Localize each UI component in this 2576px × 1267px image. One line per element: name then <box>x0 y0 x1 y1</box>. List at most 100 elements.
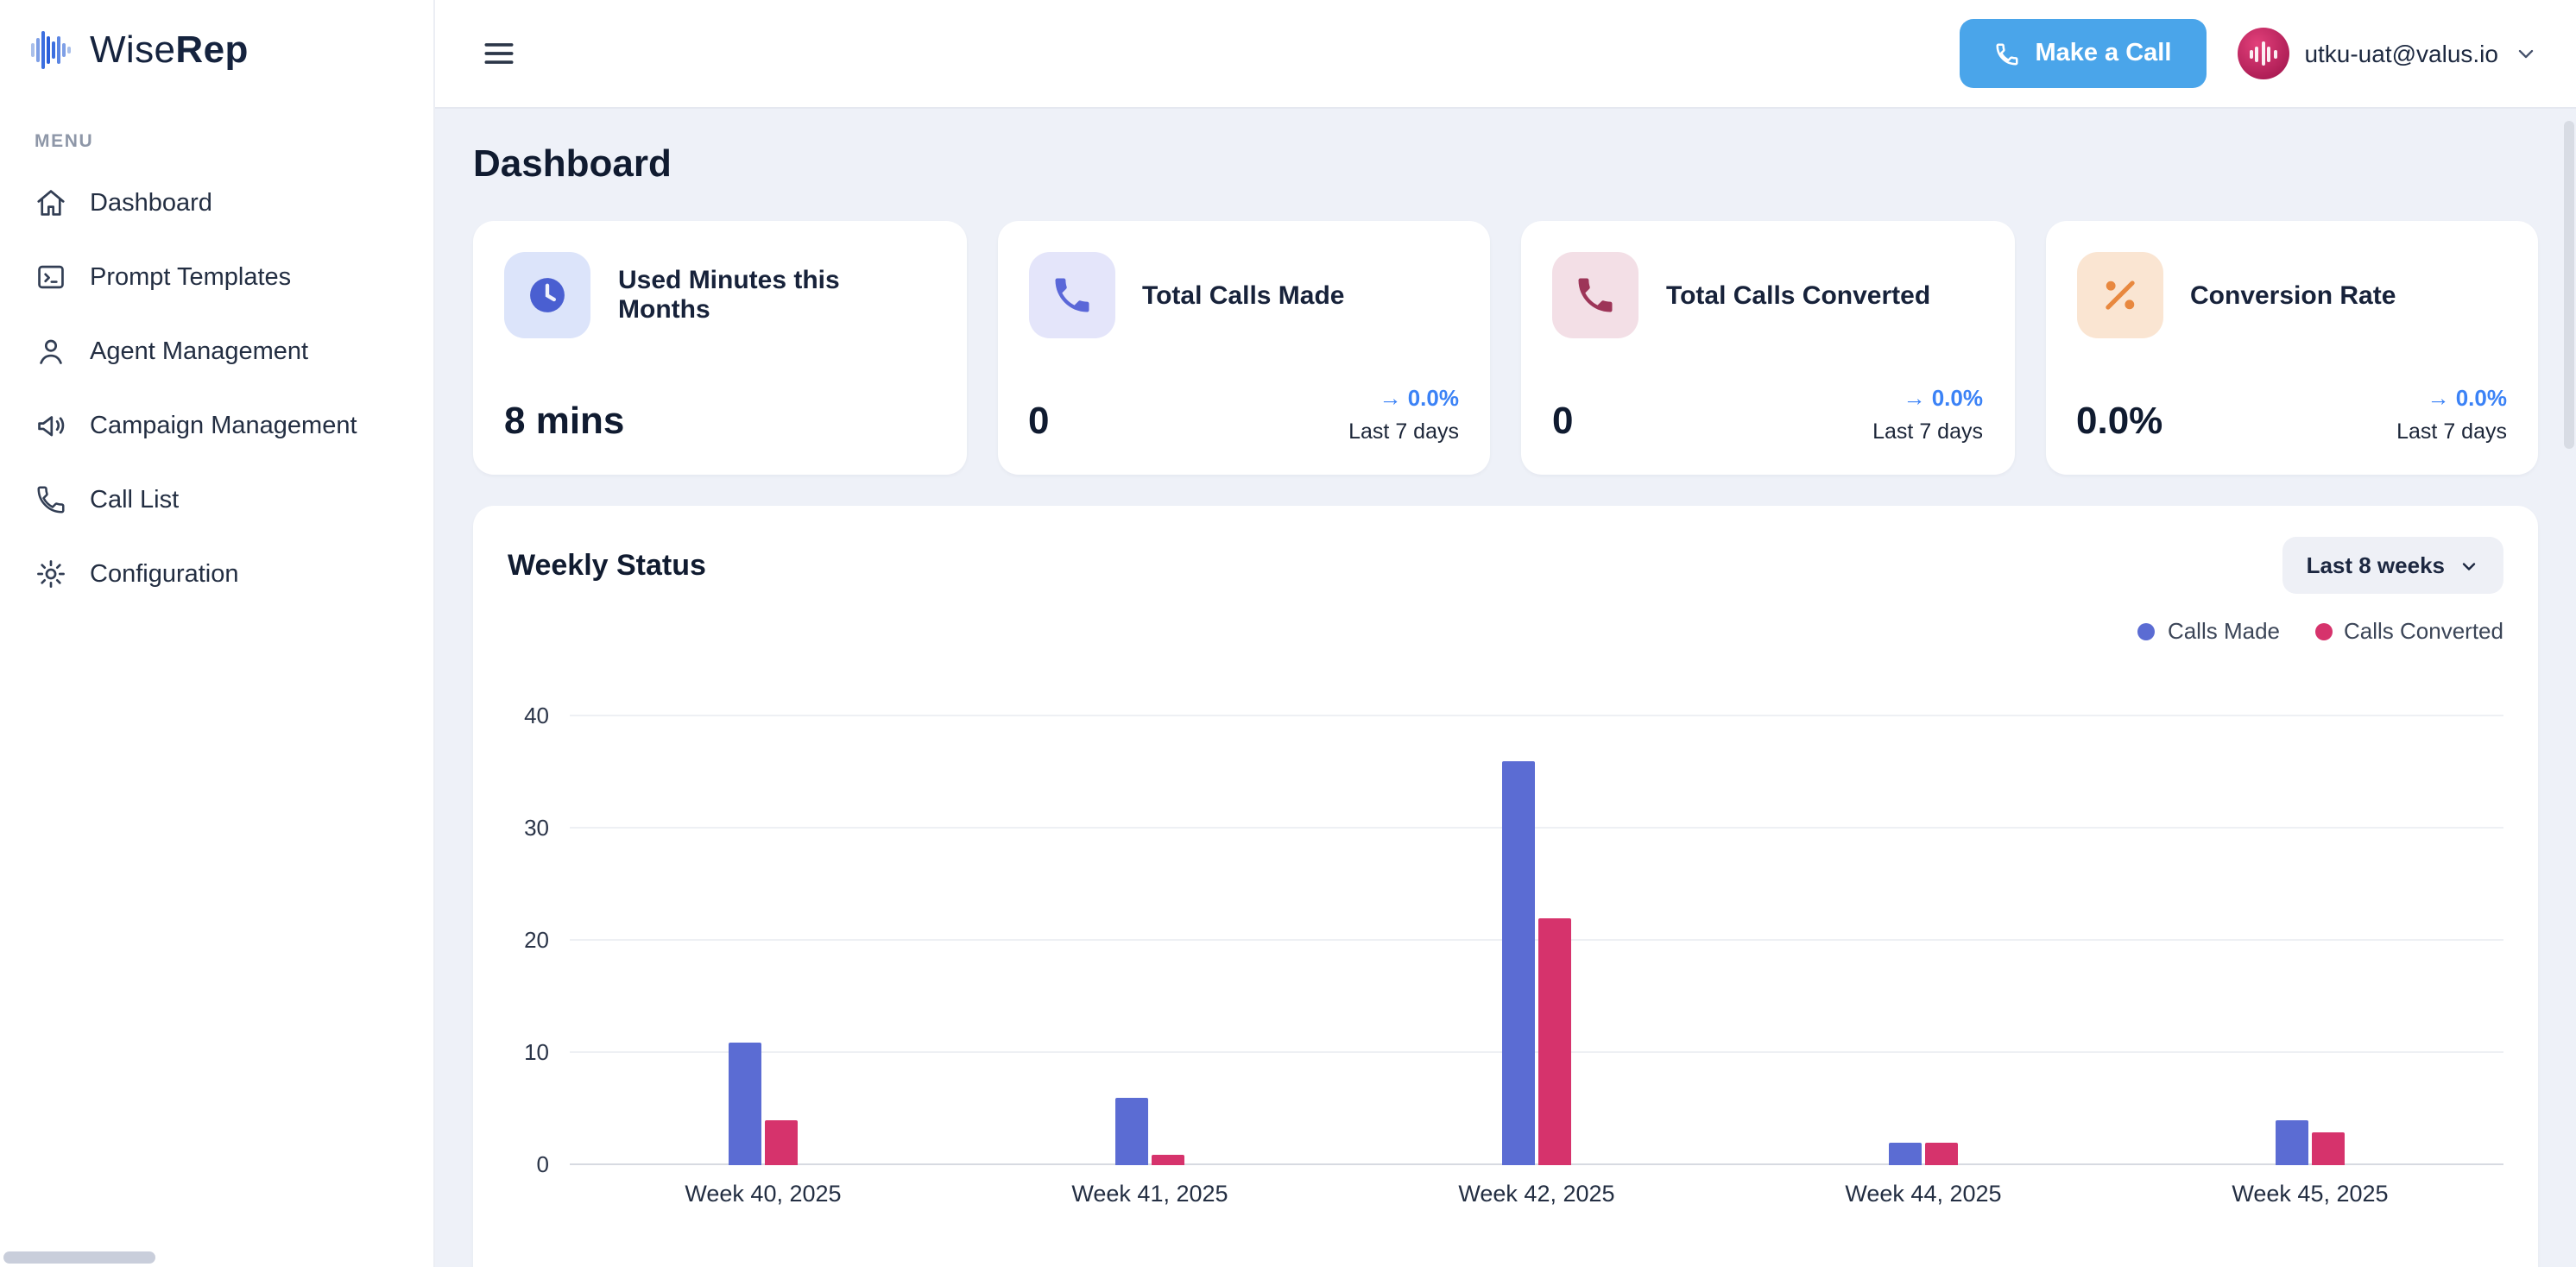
phone-icon <box>1552 252 1638 338</box>
x-axis-label: Week 42, 2025 <box>1458 1181 1615 1207</box>
sidebar-item-prompt-templates[interactable]: Prompt Templates <box>0 240 433 314</box>
make-a-call-label: Make a Call <box>2035 40 2172 67</box>
brand-name-regular: Wise <box>90 28 176 71</box>
bar-calls-made <box>1115 1098 1148 1165</box>
gear-icon <box>35 558 67 590</box>
y-axis-label: 30 <box>524 815 549 841</box>
range-select-button[interactable]: Last 8 weeks <box>2282 537 2503 594</box>
legend-label: Calls Converted <box>2344 618 2503 644</box>
menu-section-label: MENU <box>35 131 94 152</box>
phone-icon <box>35 483 67 516</box>
stat-value: 0.0% <box>2076 399 2163 442</box>
stat-title: Total Calls Converted <box>1666 281 1931 310</box>
chevron-down-icon <box>2514 41 2538 66</box>
legend-item-calls-made[interactable]: Calls Made <box>2137 618 2280 644</box>
trend-caption: Last 7 days <box>2396 419 2507 444</box>
bar-calls-converted <box>1925 1143 1958 1165</box>
bar-calls-converted <box>1152 1154 1184 1165</box>
stat-card-total-calls-made: Total Calls Made 0 → 0.0% Last 7 days <box>997 221 1490 475</box>
x-axis-label: Week 44, 2025 <box>1845 1181 2002 1207</box>
page-title: Dashboard <box>473 142 672 185</box>
bar-group <box>957 716 1343 1165</box>
bar-group <box>1730 716 2117 1165</box>
sidebar-item-agent-management[interactable]: Agent Management <box>0 314 433 388</box>
page-content: Dashboard Used Minutes this Months 8 min… <box>435 107 2576 1267</box>
stats-row: Used Minutes this Months 8 mins <box>473 221 2538 475</box>
stat-card-used-minutes: Used Minutes this Months 8 mins <box>473 221 966 475</box>
bar-group <box>2117 716 2503 1165</box>
brand-logo[interactable]: WiseRep <box>0 0 433 97</box>
bar-calls-made <box>729 1042 761 1165</box>
gridline <box>570 827 2503 829</box>
weekly-status-card: Weekly Status Last 8 weeks Calls Made <box>473 506 2538 1267</box>
legend-item-calls-converted[interactable]: Calls Converted <box>2314 618 2503 644</box>
bar-group <box>570 716 957 1165</box>
template-icon <box>35 261 67 293</box>
horizontal-scrollbar-thumb[interactable] <box>3 1251 155 1264</box>
user-email: utku-uat@valus.io <box>2304 40 2498 67</box>
trend-value: → 0.0% <box>2427 385 2508 411</box>
menu-toggle-button[interactable] <box>473 28 525 79</box>
percent-icon <box>2076 252 2162 338</box>
y-axis-label: 0 <box>536 1151 549 1177</box>
legend-label: Calls Made <box>2167 618 2280 644</box>
trend-value: → 0.0% <box>1379 385 1460 411</box>
bar-group <box>1343 716 1730 1165</box>
stat-value: 8 mins <box>504 399 625 442</box>
y-axis-label: 10 <box>524 1039 549 1065</box>
trend-value: → 0.0% <box>1903 385 1984 411</box>
gridline <box>570 1051 2503 1053</box>
chart-plot <box>570 715 2503 1165</box>
phone-icon <box>1028 252 1114 338</box>
stat-value: 0 <box>1552 399 1574 442</box>
avatar <box>2237 28 2289 79</box>
sidebar-item-label: Prompt Templates <box>90 263 292 291</box>
stat-title: Conversion Rate <box>2190 281 2396 310</box>
sidebar-item-label: Dashboard <box>90 189 212 217</box>
trend-caption: Last 7 days <box>1348 419 1459 444</box>
weekly-status-chart: 0 10 20 30 40 Week 40, 2025 Week 41, 2025 Week… <box>508 703 2503 1207</box>
sidebar-item-call-list[interactable]: Call List <box>0 463 433 537</box>
x-axis-label: Week 45, 2025 <box>2232 1181 2389 1207</box>
brand-name: WiseRep <box>90 28 249 72</box>
x-axis-label: Week 40, 2025 <box>685 1181 842 1207</box>
bar-groups <box>570 716 2503 1165</box>
bar-calls-made <box>1502 761 1535 1165</box>
stat-title: Used Minutes this Months <box>618 266 840 325</box>
main-area: Make a Call utku-uat@valus.io Dashboard <box>435 0 2576 1267</box>
x-axis-baseline <box>570 1163 2503 1165</box>
vertical-scrollbar-thumb[interactable] <box>2564 121 2574 449</box>
user-menu[interactable]: utku-uat@valus.io <box>2237 28 2538 79</box>
phone-icon <box>1993 41 2019 66</box>
sidebar-item-configuration[interactable]: Configuration <box>0 537 433 611</box>
chart-y-axis: 0 10 20 30 40 <box>508 703 570 1177</box>
stat-value: 0 <box>1028 399 1050 442</box>
bar-calls-converted <box>2312 1131 2345 1165</box>
sidebar-item-label: Campaign Management <box>90 412 357 439</box>
sidebar-item-label: Configuration <box>90 560 239 588</box>
legend-dot <box>2314 622 2332 640</box>
stat-card-total-calls-converted: Total Calls Converted 0 → 0.0% Last 7 da… <box>1521 221 2014 475</box>
user-icon <box>35 335 67 368</box>
sidebar-item-dashboard[interactable]: Dashboard <box>0 166 433 240</box>
chevron-down-icon <box>2459 555 2479 576</box>
x-axis-label: Week 41, 2025 <box>1071 1181 1228 1207</box>
sidebar-nav: Dashboard Prompt Templates Agent Managem… <box>0 166 433 611</box>
chart-x-axis: Week 40, 2025 Week 41, 2025 Week 42, 2025 W… <box>570 1181 2503 1207</box>
legend-dot <box>2137 622 2156 640</box>
y-axis-label: 20 <box>524 927 549 953</box>
stat-trend: → 0.0% Last 7 days <box>1872 385 1983 444</box>
range-label: Last 8 weeks <box>2306 552 2445 578</box>
sidebar-item-campaign-management[interactable]: Campaign Management <box>0 388 433 463</box>
make-a-call-button[interactable]: Make a Call <box>1959 19 2207 88</box>
megaphone-icon <box>35 409 67 442</box>
weekly-status-title: Weekly Status <box>508 548 706 581</box>
home-icon <box>35 186 67 219</box>
waveform-logo-icon <box>31 28 76 72</box>
topbar: Make a Call utku-uat@valus.io <box>435 0 2576 107</box>
stat-trend: → 0.0% Last 7 days <box>1348 385 1459 444</box>
sidebar: WiseRep MENU Dashboard Prompt Templates <box>0 0 435 1267</box>
bar-calls-converted <box>765 1120 798 1165</box>
gridline <box>570 715 2503 716</box>
